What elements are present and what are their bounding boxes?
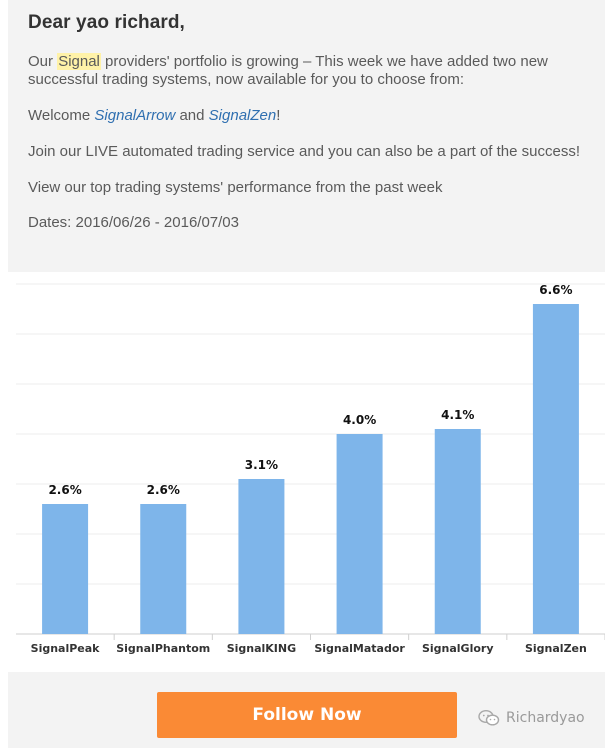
chart-bar — [238, 479, 285, 634]
bar-value-label: 2.6% — [147, 483, 180, 497]
bar-value-label: 6.6% — [539, 283, 572, 297]
welcome-text: Welcome — [28, 107, 95, 124]
chart-bar — [532, 304, 579, 634]
performance-chart: 2.6% SignalPeak 2.6% SignalPhantom 3.1% Signa… — [8, 276, 605, 668]
watermark: Richardyao — [478, 709, 585, 727]
signalzen-link[interactable]: SignalZen — [208, 107, 277, 124]
greeting-heading: Dear yao richard, — [28, 12, 185, 33]
chart-bar — [140, 504, 187, 634]
view-paragraph: View our top trading systems' performanc… — [28, 179, 443, 196]
intro-text: Our — [28, 53, 58, 70]
bar-value-label: 3.1% — [245, 458, 278, 472]
bar-chart-svg: 2.6% SignalPeak 2.6% SignalPhantom 3.1% Signa… — [16, 283, 605, 655]
intro-panel: Dear yao richard, Our Signal providers' … — [8, 0, 605, 272]
chart-bar — [434, 429, 481, 634]
wechat-icon — [478, 709, 500, 726]
watermark-text: Richardyao — [506, 710, 585, 726]
intro-paragraph: Our Signal providers' portfolio is growi… — [28, 53, 605, 89]
welcome-paragraph: Welcome SignalArrow and SignalZen! — [28, 107, 605, 125]
signalarrow-link[interactable]: SignalArrow — [94, 107, 176, 124]
category-label: SignalMatador — [314, 642, 405, 655]
footer-panel: Follow Now Richardyao — [8, 672, 605, 748]
join-paragraph: Join our LIVE automated trading service … — [28, 143, 580, 160]
category-label: SignalPeak — [31, 642, 101, 655]
welcome-text: and — [175, 107, 209, 124]
category-label: SignalPhantom — [116, 642, 210, 655]
category-label: SignalKING — [227, 642, 296, 655]
category-label: SignalGlory — [422, 642, 494, 655]
bar-value-label: 2.6% — [48, 483, 81, 497]
chart-bar — [336, 434, 383, 634]
follow-now-button[interactable]: Follow Now — [157, 692, 457, 738]
category-label: SignalZen — [525, 642, 587, 655]
signal-highlight: Signal — [57, 53, 101, 70]
dates-text: Dates: 2016/06/26 - 2016/07/03 — [28, 214, 239, 231]
intro-text: providers' portfolio is growing – This w… — [28, 53, 548, 88]
bar-value-label: 4.0% — [343, 413, 376, 427]
chart-bar — [42, 504, 89, 634]
bar-value-label: 4.1% — [441, 408, 474, 422]
welcome-text: ! — [276, 107, 281, 124]
